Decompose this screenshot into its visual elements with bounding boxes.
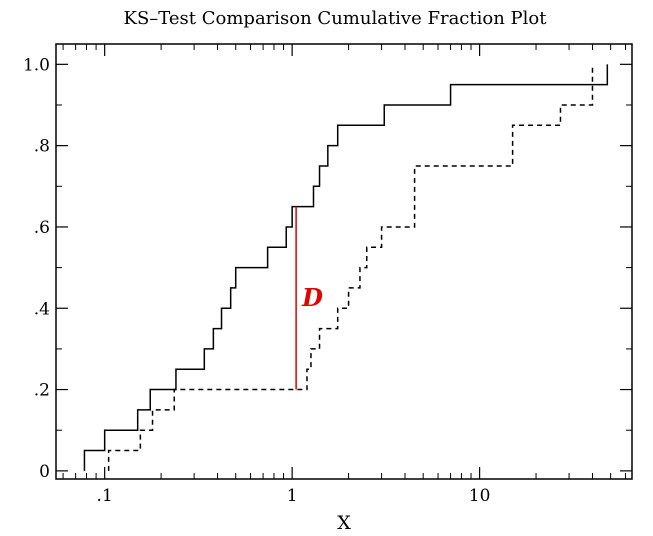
plot-frame — [55, 43, 633, 480]
x-tick-label: 10 — [469, 486, 491, 506]
y-tick-label: .4 — [34, 299, 50, 319]
axis-tick-labels: .1 1 10 0 .2 .4 .6 .8 1.0 — [23, 55, 490, 506]
x-tick-label: .1 — [97, 486, 113, 506]
y-tick-label: .2 — [34, 381, 50, 401]
cdf-series-solid — [83, 64, 609, 471]
y-tick-label: .8 — [34, 137, 50, 157]
series-layer — [83, 64, 609, 471]
x-axis-label: X — [337, 512, 351, 534]
axis-ticks — [56, 44, 632, 479]
y-tick-label: 1.0 — [23, 55, 50, 75]
x-tick-label: 1 — [287, 486, 298, 506]
d-statistic-label: D — [301, 283, 323, 312]
y-tick-label: 0 — [39, 462, 50, 482]
cdf-series-dashed — [107, 64, 594, 471]
chart-title: KS–Test Comparison Cumulative Fraction P… — [124, 8, 548, 29]
y-tick-label: .6 — [34, 218, 50, 238]
